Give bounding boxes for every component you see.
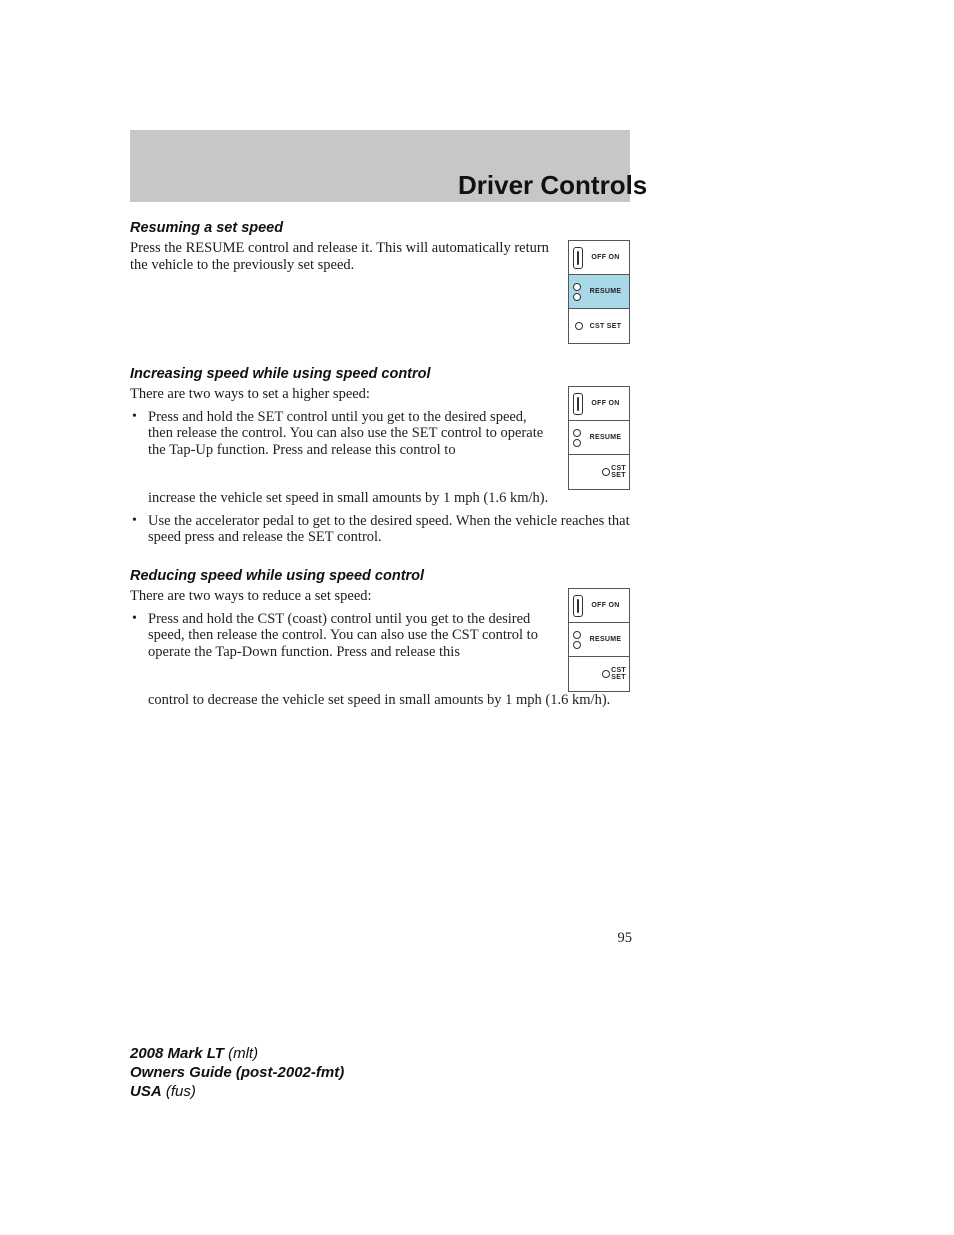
bullet-reducing-1-left: Press and hold the CST (coast) control u…	[130, 611, 550, 661]
page-container: Driver Controls Resuming a set speed Pre…	[0, 0, 954, 1235]
ctrl-row-resume-2: RESUME	[569, 421, 629, 455]
single-circle-icon	[571, 309, 585, 343]
page-number: 95	[618, 930, 633, 947]
bullets-increasing: Press and hold the SET control until you…	[130, 409, 550, 459]
label-cst-part: CST	[611, 465, 626, 472]
label-cst-part-3: CST	[611, 667, 626, 674]
row-reducing: There are two ways to reduce a set speed…	[130, 588, 630, 692]
text-resuming: Press the RESUME control and release it.…	[130, 240, 550, 273]
slider-icon	[571, 241, 585, 274]
bullets-reducing: Press and hold the CST (coast) control u…	[130, 611, 550, 661]
ctrl-row-offon-2: OFF ON	[569, 387, 629, 421]
ctrl-row-resume-3: RESUME	[569, 623, 629, 657]
label-resume: RESUME	[585, 288, 629, 295]
footer-line-3: USA (fus)	[130, 1083, 344, 1102]
section-increasing: Increasing speed while using speed contr…	[130, 366, 630, 546]
bullets-increasing-2: Use the accelerator pedal to get to the …	[130, 513, 630, 546]
footer-block: 2008 Mark LT (mlt) Owners Guide (post-20…	[130, 1045, 344, 1101]
intro-increasing: There are two ways to set a higher speed…	[130, 386, 550, 403]
section-reducing: Reducing speed while using speed control…	[130, 568, 630, 709]
footer-region-code: (fus)	[166, 1083, 196, 1100]
diagram-col-increasing: OFF ON RESUME CST SET	[568, 386, 630, 490]
control-diagram-reducing: OFF ON RESUME CST SET	[568, 588, 630, 692]
text-reducing: There are two ways to reduce a set speed…	[130, 588, 550, 669]
ctrl-row-offon: OFF ON	[569, 241, 629, 275]
intro-reducing: There are two ways to reduce a set speed…	[130, 588, 550, 605]
control-diagram-resuming: OFF ON RESUME CST SET	[568, 240, 630, 344]
diagram-col-resuming: OFF ON RESUME CST SET	[568, 240, 630, 344]
bullet-reducing-1-follow: control to decrease the vehicle set spee…	[130, 692, 630, 709]
heading-reducing: Reducing speed while using speed control	[130, 568, 630, 584]
slider-icon	[571, 387, 585, 420]
row-increasing: There are two ways to set a higher speed…	[130, 386, 630, 490]
label-cstset-3: CST SET	[611, 667, 629, 681]
footer-region: USA	[130, 1083, 162, 1100]
label-cstset: CST SET	[585, 323, 629, 330]
label-resume-3: RESUME	[585, 636, 629, 643]
single-circle-icon	[598, 455, 611, 489]
heading-increasing: Increasing speed while using speed contr…	[130, 366, 630, 382]
label-cstset-2: CST SET	[611, 465, 629, 479]
footer-model: 2008 Mark LT	[130, 1045, 224, 1062]
control-diagram-increasing: OFF ON RESUME CST SET	[568, 386, 630, 490]
section-title: Driver Controls	[458, 170, 647, 201]
bullet-increasing-1-left: Press and hold the SET control until you…	[130, 409, 550, 459]
single-circle-icon	[598, 657, 611, 691]
label-set-part: SET	[611, 472, 626, 479]
double-circle-icon	[571, 623, 585, 656]
ctrl-row-cstset-2: CST SET	[569, 455, 629, 489]
ctrl-row-resume-highlighted: RESUME	[569, 275, 629, 309]
heading-resuming: Resuming a set speed	[130, 220, 630, 236]
text-increasing: There are two ways to set a higher speed…	[130, 386, 550, 467]
slider-icon	[571, 589, 585, 622]
bullet-increasing-1-follow: increase the vehicle set speed in small …	[130, 490, 630, 507]
label-resume-2: RESUME	[585, 434, 629, 441]
bullet-increasing-2: Use the accelerator pedal to get to the …	[130, 513, 630, 546]
footer-line-2: Owners Guide (post-2002-fmt)	[130, 1064, 344, 1083]
double-circle-icon	[571, 275, 585, 308]
page-content: Resuming a set speed Press the RESUME co…	[130, 220, 630, 731]
section-resuming: Resuming a set speed Press the RESUME co…	[130, 220, 630, 344]
row-resuming: Press the RESUME control and release it.…	[130, 240, 630, 344]
body-resuming: Press the RESUME control and release it.…	[130, 240, 550, 273]
footer-model-code: (mlt)	[228, 1045, 258, 1062]
diagram-col-reducing: OFF ON RESUME CST SET	[568, 588, 630, 692]
ctrl-row-cstset: CST SET	[569, 309, 629, 343]
label-offon-3: OFF ON	[585, 602, 629, 609]
double-circle-icon	[571, 421, 585, 454]
label-set-part-3: SET	[611, 674, 626, 681]
label-offon-2: OFF ON	[585, 400, 629, 407]
ctrl-row-offon-3: OFF ON	[569, 589, 629, 623]
label-offon: OFF ON	[585, 254, 629, 261]
footer-line-1: 2008 Mark LT (mlt)	[130, 1045, 344, 1064]
ctrl-row-cstset-3: CST SET	[569, 657, 629, 691]
